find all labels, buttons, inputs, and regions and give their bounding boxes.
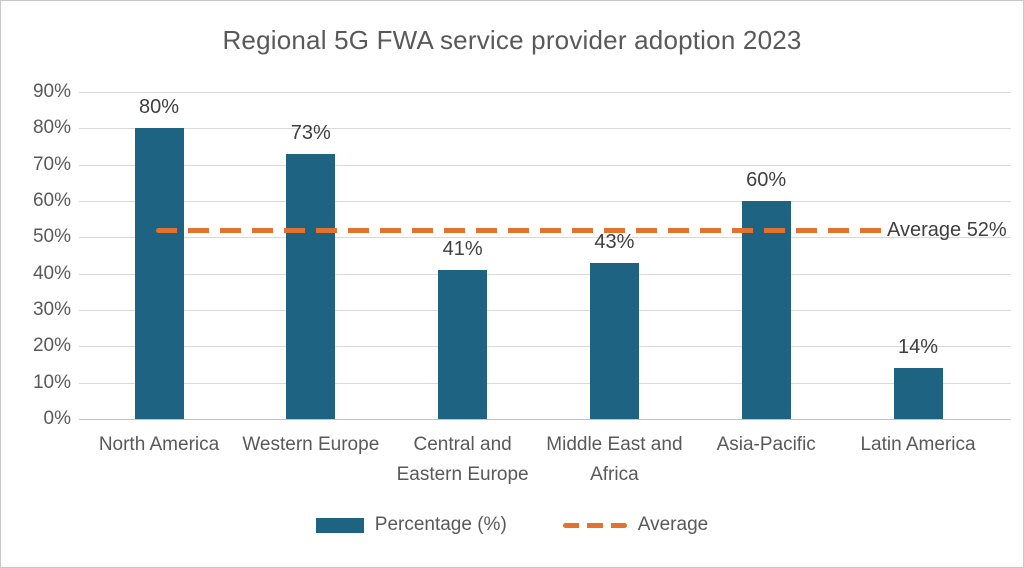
gridline-0	[79, 419, 1011, 420]
x-axis-label-latin-america: Latin America	[833, 430, 1003, 460]
bar-value-label-central-and-eastern-europe: 41%	[442, 238, 483, 261]
y-axis-tick-label-10: 10%	[32, 371, 71, 393]
bar-value-label-middle-east-and-africa: 43%	[594, 230, 635, 253]
gridline-10	[79, 382, 1011, 384]
bar-value-label-latin-america: 14%	[897, 336, 939, 359]
x-axis-label-line: Middle East and	[546, 434, 683, 455]
y-axis-tick-label-80: 80%	[32, 117, 71, 139]
y-axis-tick-label-70: 70%	[32, 153, 71, 175]
gridline-30	[79, 310, 1011, 311]
bar-value-label-north-america: 80%	[138, 96, 180, 119]
gridline-70	[79, 164, 1011, 166]
chart-title: Regional 5G FWA service provider adoptio…	[222, 25, 802, 55]
legend: Percentage (%) Average	[1, 514, 1023, 536]
average-line-label: Average 52%	[887, 219, 1007, 242]
x-axis-label-line: Eastern Europe	[396, 464, 529, 485]
x-axis-label-middle-east-and-africa: Middle East and Africa	[529, 430, 699, 490]
gridline-90	[79, 92, 1011, 93]
bar-value-label-western-europe: 73%	[290, 121, 331, 144]
y-axis-tick-label-90: 90%	[32, 81, 71, 102]
average-line	[156, 227, 885, 233]
legend-item-average: Average	[562, 514, 709, 536]
bar-western-europe	[286, 153, 336, 419]
x-axis-label-central-and-eastern-europe: Central and Eastern Europe	[378, 430, 548, 490]
x-axis-label-western-europe: Western Europe	[226, 430, 396, 460]
gridline-80	[79, 128, 1011, 130]
y-axis-tick-label-0: 0%	[43, 408, 71, 429]
gridline-60	[79, 201, 1011, 202]
gridline-40	[79, 273, 1011, 275]
gridline-50	[79, 237, 1011, 239]
legend-item-percentage: Percentage (%)	[315, 514, 507, 536]
x-axis-label-line: Africa	[590, 464, 639, 485]
x-axis-label-line: Asia-Pacific	[716, 434, 816, 455]
bar-latin-america	[893, 368, 943, 419]
x-axis-label-line: Western Europe	[242, 434, 380, 455]
bar-asia-pacific	[741, 201, 791, 419]
y-axis-tick-label-20: 20%	[32, 335, 71, 357]
gridline-20	[79, 346, 1011, 348]
legend-bar-swatch-icon	[315, 517, 364, 533]
y-axis-tick-label-50: 50%	[32, 226, 71, 248]
legend-label-percentage: Percentage (%)	[374, 514, 507, 535]
legend-label-average: Average	[637, 514, 709, 535]
x-axis-label-north-america: North America	[74, 430, 244, 460]
bar-middle-east-and-africa	[589, 262, 639, 419]
x-axis-label-line: Central and	[413, 434, 512, 455]
y-axis-tick-label-30: 30%	[32, 299, 71, 320]
x-axis-label-line: North America	[98, 434, 220, 455]
legend-dash-swatch-icon	[562, 522, 627, 528]
y-axis-tick-label-40: 40%	[32, 262, 71, 284]
y-axis-tick-label-60: 60%	[32, 190, 71, 211]
x-axis-label-asia-pacific: Asia-Pacific	[681, 430, 851, 460]
bar-value-label-asia-pacific: 60%	[746, 169, 787, 191]
x-axis-label-line: Latin America	[860, 434, 976, 455]
bar-north-america	[134, 128, 184, 419]
bar-central-and-eastern-europe	[438, 270, 488, 419]
